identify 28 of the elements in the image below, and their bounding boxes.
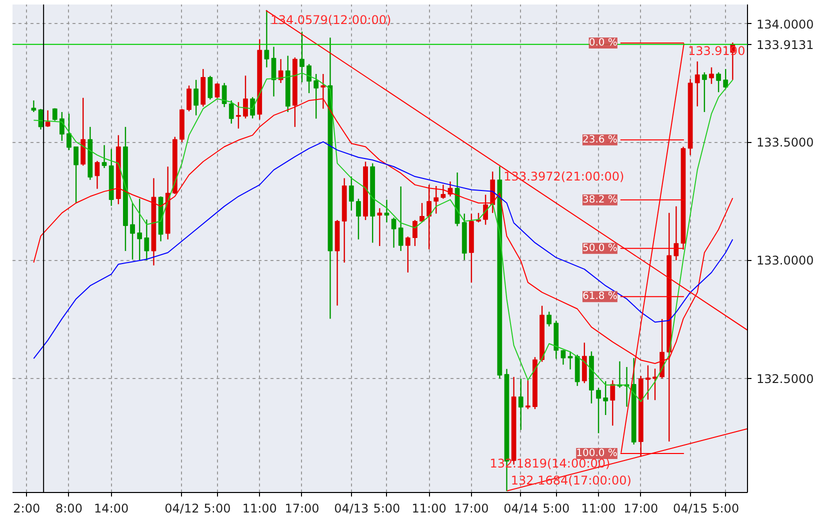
series-label: 100.0 %	[576, 448, 618, 460]
series-label: 0.0 %	[588, 38, 618, 49]
x-tick-label: 5:00	[712, 502, 740, 516]
x-tick-label: 11:00	[412, 502, 446, 516]
y-tick-label: 133.5000	[756, 136, 814, 150]
x-tick-label: 14:00	[94, 502, 129, 516]
x-tick-label: 5:00	[542, 502, 570, 516]
x-tick-label: 17:00	[284, 502, 320, 516]
series-label: 38.2 %	[582, 194, 618, 206]
x-tick-label: 5:00	[204, 502, 231, 516]
x-tick-label: 5:00	[373, 502, 400, 516]
x-tick-label: 11:00	[581, 502, 616, 516]
x-tick-label: 17:00	[454, 502, 489, 516]
x-tick-label: 04/12	[164, 502, 200, 516]
y-tick-label: 133.0000	[756, 254, 814, 268]
x-tick-label: 17:00	[624, 502, 658, 516]
x-tick-label: 8:00	[56, 502, 82, 516]
x-tick-label: 04/13	[334, 502, 369, 516]
series-label: 23.6 %	[582, 134, 618, 146]
x-tick-label: 04/15	[673, 502, 708, 516]
y-tick-label: 132.5000	[756, 372, 814, 386]
series-label: 50.0 %	[582, 242, 618, 254]
y-tick-label: 134.0000	[756, 17, 814, 32]
x-tick-label: 2:00	[13, 502, 40, 516]
x-tick-label: 11:00	[242, 502, 277, 516]
series-label: 61.8 %	[582, 291, 618, 302]
x-tick-label: 04/14	[504, 502, 538, 516]
ref-line-label: 133.9131	[756, 38, 814, 52]
